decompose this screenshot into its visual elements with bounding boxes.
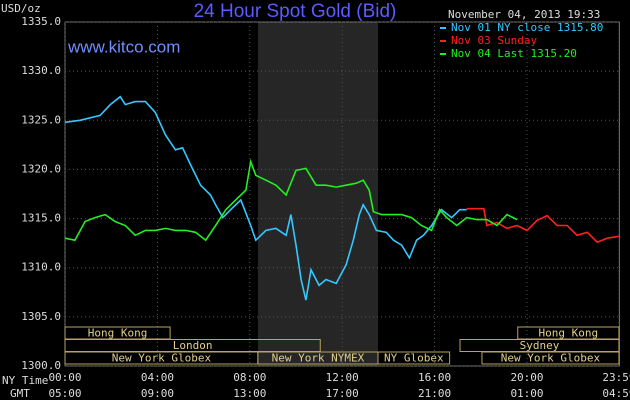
timestamp: November 04, 2013 19:33 — [448, 8, 600, 21]
session-label: NY Globex — [384, 352, 444, 365]
x2-tick-label: 04:59 — [602, 387, 630, 400]
x2-tick-label: 01:00 — [510, 387, 543, 400]
chart-title: 24 Hour Spot Gold (Bid) — [194, 1, 397, 22]
site-label: www.kitco.com — [67, 37, 180, 56]
series-line — [64, 95, 467, 301]
x2-tick-label: 17:00 — [326, 387, 359, 400]
x-tick-label: 20:00 — [510, 371, 543, 384]
session-label: Hong Kong — [539, 327, 599, 340]
y-tick-label: 1330.0 — [21, 64, 61, 77]
y-tick-label: 1320.0 — [21, 162, 61, 175]
x-tick-label: 12:00 — [326, 371, 359, 384]
y-tick-label: 1315.0 — [21, 212, 61, 225]
y-tick-label: 1335.0 — [21, 15, 61, 28]
legend-label: Nov 04 Last 1315.20 — [451, 47, 577, 60]
series-line — [64, 158, 518, 242]
y-tick-label: 1300.0 — [21, 359, 61, 372]
x2-tick-label: 13:00 — [233, 387, 266, 400]
y-tick-label: 1325.0 — [21, 113, 61, 126]
session-label: Sydney — [520, 339, 560, 352]
x-tick-label: 23:59 — [602, 371, 630, 384]
x2-tick-label: 09:00 — [141, 387, 174, 400]
y-tick-label: 1305.0 — [21, 310, 61, 323]
x2-tick-label: 21:00 — [418, 387, 451, 400]
session-bar — [377, 351, 451, 365]
session-label: Hong Kong — [88, 327, 148, 340]
session-label: London — [173, 339, 213, 352]
session-bar — [481, 351, 620, 365]
legend-label: Nov 03 Sunday — [451, 34, 537, 47]
unit-label: USD/oz — [1, 2, 41, 15]
shaded-range — [257, 22, 379, 366]
x-tick-label: 08:00 — [233, 371, 266, 384]
x2-axis-label: GMT — [10, 387, 30, 400]
x2-tick-label: 05:00 — [48, 387, 81, 400]
x-tick-label: 04:00 — [141, 371, 174, 384]
session-label: New York Globex — [501, 352, 601, 365]
x-tick-label: 16:00 — [418, 371, 451, 384]
x-axis-label: NY Time — [2, 374, 48, 387]
session-label: New York NYMEX — [272, 352, 365, 365]
session-label: New York Globex — [112, 352, 212, 365]
series-line — [466, 207, 620, 244]
y-tick-label: 1310.0 — [21, 261, 61, 274]
legend-label: Nov 01 NY close 1315.80 — [451, 21, 603, 34]
x-tick-label: 00:00 — [48, 371, 81, 384]
